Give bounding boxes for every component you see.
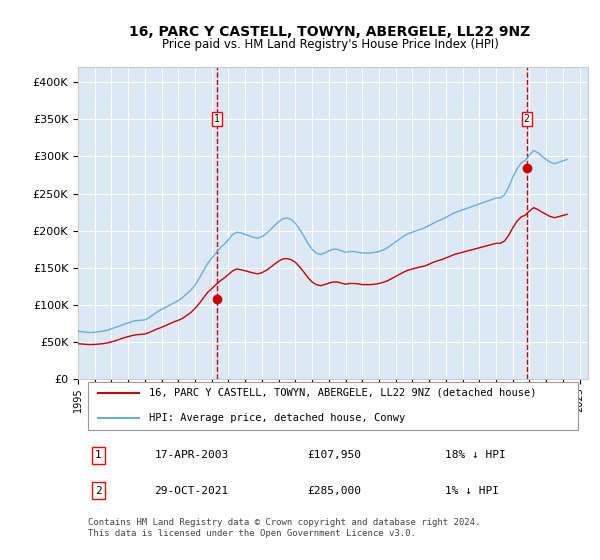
Text: 16, PARC Y CASTELL, TOWYN, ABERGELE, LL22 9NZ: 16, PARC Y CASTELL, TOWYN, ABERGELE, LL2… (130, 25, 530, 39)
Text: 17-APR-2003: 17-APR-2003 (155, 450, 229, 460)
FancyBboxPatch shape (88, 382, 578, 430)
Text: Price paid vs. HM Land Registry's House Price Index (HPI): Price paid vs. HM Land Registry's House … (161, 38, 499, 51)
Text: 18% ↓ HPI: 18% ↓ HPI (445, 450, 506, 460)
Text: 1: 1 (214, 114, 220, 124)
Text: 29-OCT-2021: 29-OCT-2021 (155, 486, 229, 496)
Text: 1: 1 (95, 450, 102, 460)
Text: 2: 2 (95, 486, 102, 496)
Text: 2: 2 (524, 114, 530, 124)
Text: 1% ↓ HPI: 1% ↓ HPI (445, 486, 499, 496)
Text: Contains HM Land Registry data © Crown copyright and database right 2024.
This d: Contains HM Land Registry data © Crown c… (88, 519, 481, 538)
Text: 16, PARC Y CASTELL, TOWYN, ABERGELE, LL22 9NZ (detached house): 16, PARC Y CASTELL, TOWYN, ABERGELE, LL2… (149, 388, 537, 398)
Text: HPI: Average price, detached house, Conwy: HPI: Average price, detached house, Conw… (149, 413, 406, 423)
Text: £285,000: £285,000 (308, 486, 361, 496)
Text: £107,950: £107,950 (308, 450, 361, 460)
